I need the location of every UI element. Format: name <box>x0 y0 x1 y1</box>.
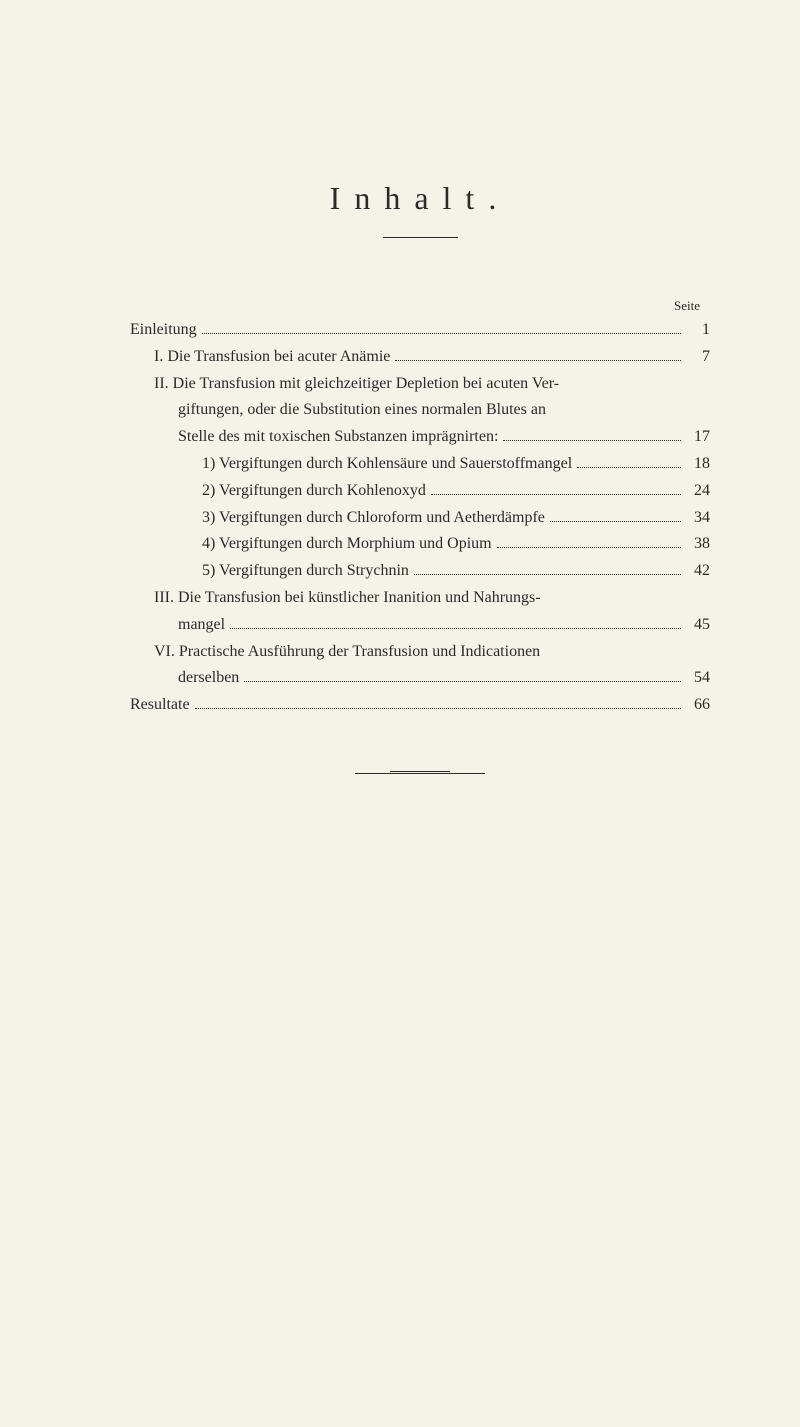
toc-entry-text: 5) Vergiftungen durch Strychnin <box>202 559 409 584</box>
toc-entry-text: VI. Practische Ausführung der Transfusio… <box>154 640 540 665</box>
page-title: Inhalt. <box>130 180 710 217</box>
toc-entry-text: 4) Vergiftungen durch Morphium und Opium <box>202 532 492 557</box>
toc-entry-text: 2) Vergiftungen durch Kohlenoxyd <box>202 479 426 504</box>
toc-entry-text: giftungen, oder die Substitution eines n… <box>178 398 546 423</box>
bottom-rule <box>355 773 485 774</box>
toc-leader-dots <box>414 574 681 575</box>
toc-entry: 3) Vergiftungen durch Chloroform und Aet… <box>130 506 710 531</box>
toc-entry-text: Stelle des mit toxischen Substanzen impr… <box>178 425 498 450</box>
toc-leader-dots <box>550 521 681 522</box>
toc-leader-dots <box>202 333 681 334</box>
toc-entry: mangel 45 <box>130 613 710 638</box>
toc-entry-page: 17 <box>686 425 710 450</box>
toc-entry: Stelle des mit toxischen Substanzen impr… <box>130 425 710 450</box>
toc-entry-page: 1 <box>686 318 710 343</box>
toc-entry: VI. Practische Ausführung der Transfusio… <box>130 640 710 665</box>
toc-entry-text: II. Die Transfusion mit gleichzeitiger D… <box>154 372 559 397</box>
toc-leader-dots <box>503 440 681 441</box>
toc-entry-text: I. Die Transfusion bei acuter Anämie <box>154 345 390 370</box>
toc-leader-dots <box>395 360 681 361</box>
toc-entry-text: derselben <box>178 666 239 691</box>
toc-entry-page: 18 <box>686 452 710 477</box>
toc-entry-page: 66 <box>686 693 710 718</box>
toc-entry-text: Einleitung <box>130 318 197 343</box>
toc-leader-dots <box>244 681 681 682</box>
toc-entry: I. Die Transfusion bei acuter Anämie 7 <box>130 345 710 370</box>
toc-leader-dots <box>431 494 681 495</box>
toc-entry-text: mangel <box>178 613 225 638</box>
toc-entry-text: III. Die Transfusion bei künstlicher Ina… <box>154 586 541 611</box>
toc-entry-page: 34 <box>686 506 710 531</box>
toc-entry-page: 45 <box>686 613 710 638</box>
toc-entry: giftungen, oder die Substitution eines n… <box>130 398 710 423</box>
toc-entry-page: 7 <box>686 345 710 370</box>
title-underline <box>383 237 458 238</box>
toc-entry: derselben 54 <box>130 666 710 691</box>
toc-entry-text: 1) Vergiftungen durch Kohlensäure und Sa… <box>202 452 572 477</box>
toc-entry: 4) Vergiftungen durch Morphium und Opium… <box>130 532 710 557</box>
toc-entry: III. Die Transfusion bei künstlicher Ina… <box>130 586 710 611</box>
toc-entry-page: 42 <box>686 559 710 584</box>
toc-entry-page: 24 <box>686 479 710 504</box>
toc-entry-text: 3) Vergiftungen durch Chloroform und Aet… <box>202 506 545 531</box>
toc-entry: II. Die Transfusion mit gleichzeitiger D… <box>130 372 710 397</box>
toc-entry: 1) Vergiftungen durch Kohlensäure und Sa… <box>130 452 710 477</box>
toc-leader-dots <box>230 628 681 629</box>
toc-entry: Einleitung 1 <box>130 318 710 343</box>
toc-entry-text: Resultate <box>130 693 190 718</box>
toc-entry-page: 54 <box>686 666 710 691</box>
toc-entry: 2) Vergiftungen durch Kohlenoxyd 24 <box>130 479 710 504</box>
toc-entry: 5) Vergiftungen durch Strychnin 42 <box>130 559 710 584</box>
toc-entry: Resultate 66 <box>130 693 710 718</box>
toc-leader-dots <box>195 708 681 709</box>
toc-leader-dots <box>497 547 681 548</box>
table-of-contents: Einleitung1I. Die Transfusion bei acuter… <box>130 318 710 718</box>
page-column-label: Seite <box>130 298 710 314</box>
toc-entry-page: 38 <box>686 532 710 557</box>
toc-leader-dots <box>577 467 681 468</box>
